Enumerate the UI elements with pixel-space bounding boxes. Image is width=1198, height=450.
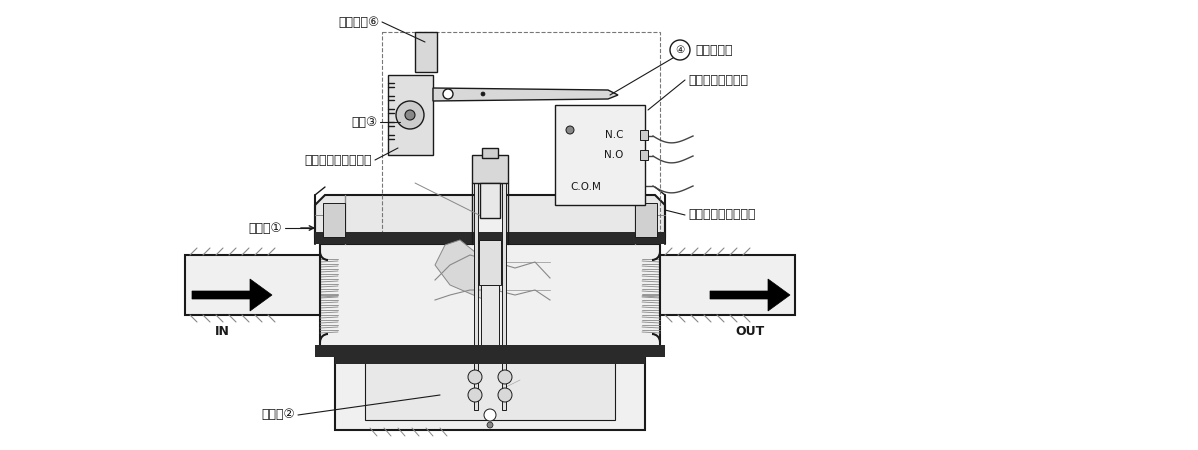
Bar (474, 183, 478, 410)
Circle shape (443, 89, 453, 99)
Circle shape (397, 101, 424, 129)
Circle shape (565, 126, 574, 134)
Text: 調整ギア⑥: 調整ギア⑥ (339, 15, 380, 28)
Polygon shape (710, 279, 789, 311)
Bar (315, 232, 665, 244)
Bar (382, 32, 660, 235)
Bar (388, 75, 432, 155)
Circle shape (498, 388, 512, 402)
Circle shape (482, 92, 485, 96)
Bar (415, 32, 437, 72)
Bar (335, 352, 645, 364)
Text: N.O: N.O (604, 150, 623, 160)
Bar (479, 240, 501, 285)
Text: 保護用ダイヤフラム: 保護用ダイヤフラム (688, 208, 756, 221)
Text: IN: IN (214, 325, 230, 338)
Bar (482, 285, 500, 360)
Text: C.O.M: C.O.M (570, 182, 601, 192)
Text: ロッド②: ロッド② (261, 409, 295, 422)
Circle shape (484, 409, 496, 421)
Text: 作動レバー: 作動レバー (695, 44, 732, 57)
Bar (365, 362, 615, 420)
Text: ④: ④ (676, 45, 684, 55)
Bar (320, 244, 660, 350)
Bar (640, 150, 648, 160)
Bar (660, 255, 795, 315)
Circle shape (498, 370, 512, 384)
Circle shape (468, 370, 482, 384)
Text: N.C: N.C (605, 130, 623, 140)
Bar (640, 130, 648, 140)
Bar (555, 105, 645, 205)
Bar (502, 183, 506, 410)
Polygon shape (432, 88, 618, 101)
Circle shape (488, 422, 494, 428)
Circle shape (670, 40, 690, 60)
Bar (323, 203, 345, 237)
Circle shape (468, 388, 482, 402)
Text: ギア③: ギア③ (352, 116, 379, 129)
Bar (480, 183, 500, 218)
Polygon shape (192, 279, 272, 311)
Bar (315, 345, 665, 357)
Polygon shape (315, 195, 665, 237)
Bar (482, 148, 498, 158)
Text: マイクロスイッチ: マイクロスイッチ (688, 73, 748, 86)
Bar (335, 357, 645, 430)
Bar (635, 203, 657, 237)
Bar (476, 183, 504, 410)
Bar (472, 155, 508, 183)
Bar (184, 255, 320, 315)
Circle shape (405, 110, 415, 120)
Text: 設定流量表示レバー: 設定流量表示レバー (304, 153, 373, 166)
Text: OUT: OUT (736, 325, 764, 338)
Polygon shape (435, 240, 500, 300)
Text: ボディ①: ボディ① (248, 221, 282, 234)
